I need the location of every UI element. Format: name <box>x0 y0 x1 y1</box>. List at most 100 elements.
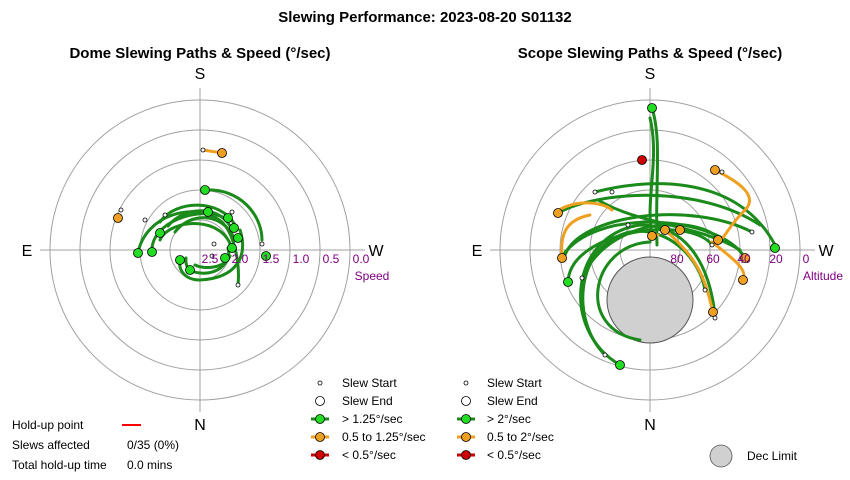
scope-slew-path <box>593 182 777 247</box>
scope-radial-tick: 20 <box>769 252 783 266</box>
scope-radial-tick: 40 <box>737 252 751 266</box>
scope-slew-end-marker <box>647 231 657 241</box>
dome-slew-start-marker <box>162 212 168 218</box>
dome-slew-start-marker <box>235 282 241 288</box>
dome-chart-title: Dome Slewing Paths & Speed (°/sec) <box>69 45 331 62</box>
dome-radial-tick: 0.0 <box>353 252 370 266</box>
dome-legend-slow-label: < 0.5°/sec <box>342 448 396 462</box>
slews-affected-label: Slews affected <box>12 438 90 452</box>
scope-compass-bottom: N <box>644 417 656 434</box>
legend-slow-icon <box>315 450 325 460</box>
dome-compass-left: E <box>22 243 33 260</box>
legend-medium-icon <box>461 432 471 442</box>
scope-slew-end-marker <box>563 277 573 287</box>
dome-slew-start-marker <box>211 241 217 247</box>
scope-slew-start-marker <box>749 229 755 235</box>
dome-radial-tick: 2.0 <box>232 252 249 266</box>
scope-slew-start-marker <box>709 242 715 248</box>
dome-slew-end-marker <box>223 213 233 223</box>
scope-radial-axis-label: Altitude <box>803 269 843 283</box>
dome-slew-start-marker <box>259 241 265 247</box>
scope-compass-left: E <box>472 243 483 260</box>
dome-slew-end-marker <box>113 213 123 223</box>
dome-slew-start-marker <box>200 147 206 153</box>
scope-slew-end-marker <box>713 235 723 245</box>
scope-slew-end-marker <box>647 103 657 113</box>
scope-slew-end-marker <box>738 275 748 285</box>
dome-slew-end-marker <box>175 255 185 265</box>
dome-slew-end-marker <box>185 265 195 275</box>
dome-radial-tick: 1.5 <box>263 252 280 266</box>
dome-slew-end-marker <box>261 251 271 261</box>
dome-slew-end-marker <box>233 233 243 243</box>
scope-slew-end-marker <box>675 225 685 235</box>
scope-legend-slow-label: < 0.5°/sec <box>487 448 541 462</box>
scope-slew-end-marker-slow <box>637 155 647 165</box>
scope-slew-end-marker <box>615 360 625 370</box>
scope-slew-start-marker <box>702 287 708 293</box>
total-holdup-label: Total hold-up time <box>12 458 107 472</box>
scope-slew-path <box>596 198 742 252</box>
dome-slew-path <box>158 222 234 252</box>
scope-slew-start-marker <box>719 169 725 175</box>
scope-slew-end-marker <box>660 225 670 235</box>
scope-slew-path-medium <box>713 168 752 242</box>
scope-slew-path-medium <box>663 228 715 314</box>
legend-start-icon <box>463 380 469 386</box>
scope-compass-top: S <box>645 66 656 83</box>
scope-slew-start-marker <box>592 189 598 195</box>
dome-slew-end-marker <box>133 248 143 258</box>
dome-slew-start-marker <box>118 207 124 213</box>
scope-slew-path-medium <box>560 213 592 260</box>
dome-legend-symbols <box>311 380 329 460</box>
scope-chart-title: Scope Slewing Paths & Speed (°/sec) <box>517 45 783 62</box>
scope-compass-right: W <box>818 243 834 260</box>
dome-compass-bottom: N <box>194 417 206 434</box>
dome-radial-tick: 0.5 <box>323 252 340 266</box>
dome-slew-end-marker <box>200 185 210 195</box>
scope-slew-path <box>648 116 656 237</box>
scope-slew-path <box>596 240 652 342</box>
dome-slew-path <box>178 228 245 282</box>
dome-slew-end-marker <box>227 243 237 253</box>
scope-legend-symbols <box>457 380 733 468</box>
scope-slew-start-marker <box>609 189 615 195</box>
dome-legend-start-label: Slew Start <box>342 376 397 390</box>
scope-polar-plot: S N E W 80 60 40 20 0 Altitude <box>472 66 844 434</box>
dome-legend-medium-label: 0.5 to 1.25°/sec <box>342 430 426 444</box>
dome-slew-start-marker <box>142 217 148 223</box>
total-holdup-value: 0.0 mins <box>127 458 173 472</box>
legend-medium-icon <box>315 432 325 442</box>
scope-slew-start-marker <box>579 275 585 281</box>
dome-slew-path <box>136 210 224 255</box>
dome-polar-plot: S N E W 2.5 2.0 1.5 1.0 0.5 0.0 Speed <box>22 66 390 434</box>
dome-slew-path <box>150 212 227 254</box>
legend-dec-limit-icon <box>709 444 733 468</box>
scope-slew-end-marker <box>710 165 720 175</box>
scope-slew-end-marker <box>770 243 780 253</box>
legend-slow-icon <box>461 450 471 460</box>
dome-radial-tick: 2.5 <box>202 252 219 266</box>
dome-slew-end-marker <box>220 253 230 263</box>
scope-slew-end-marker <box>740 253 750 263</box>
dome-slew-end-marker <box>147 247 157 257</box>
holdup-point-label: Hold-up point <box>12 418 84 432</box>
scope-dec-limit-area <box>606 256 694 344</box>
dome-slew-path <box>203 188 264 242</box>
scope-slew-end-marker <box>553 208 563 218</box>
dome-radial-tick: 1.0 <box>293 252 310 266</box>
scope-legend-end-label: Slew End <box>487 394 538 408</box>
scope-slew-start-marker <box>602 352 608 358</box>
dome-slew-start-marker <box>229 209 235 215</box>
dome-radial-axis-label: Speed <box>355 269 390 283</box>
legend-end-icon <box>315 396 325 406</box>
legend-fast-icon <box>461 414 471 424</box>
slews-affected-value: 0/35 (0%) <box>127 438 180 452</box>
scope-legend-medium-label: 0.5 to 2°/sec <box>487 430 554 444</box>
scope-radial-tick: 80 <box>670 252 684 266</box>
scope-legend-dec-limit-label: Dec Limit <box>747 449 798 463</box>
dome-slew-end-marker <box>155 228 165 238</box>
legend-fast-icon <box>315 414 325 424</box>
dome-slew-start-marker <box>209 253 215 259</box>
